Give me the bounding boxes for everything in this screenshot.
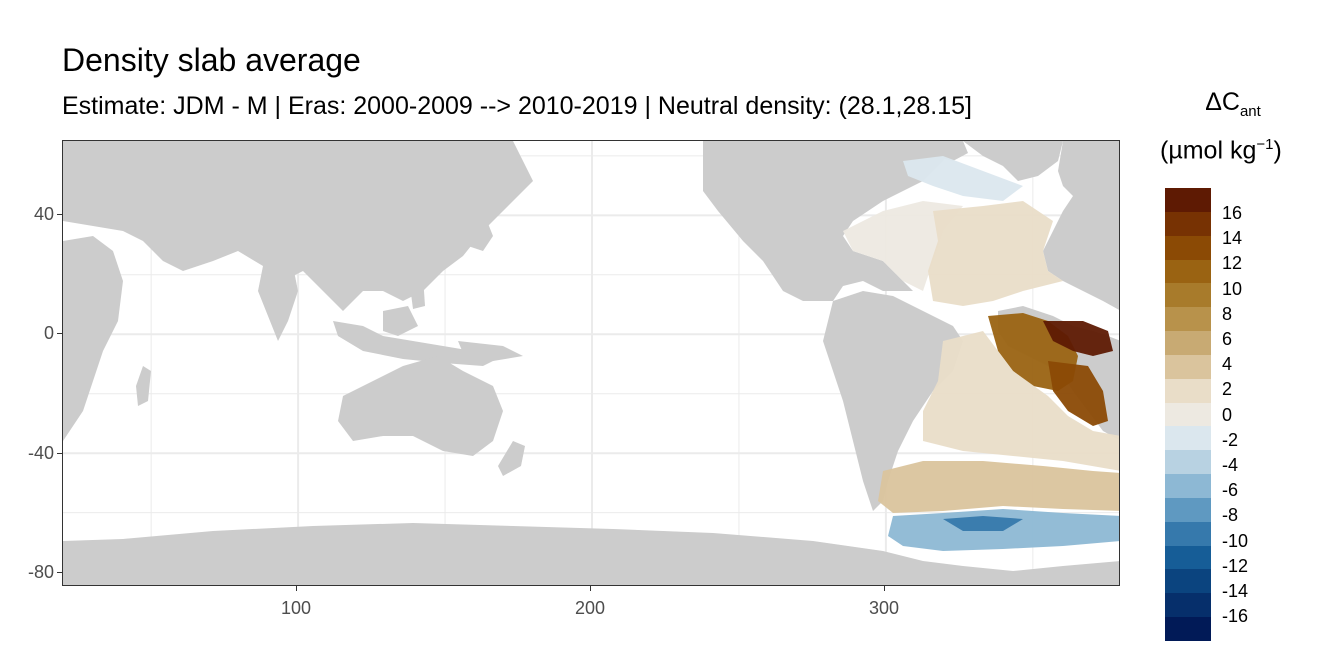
y-tick-label: 40 [33,204,54,224]
legend-label: -12 [1222,555,1249,576]
color-bar-segment [1165,235,1211,260]
map-svg [63,141,1119,585]
x-tick-label: 300 [868,598,900,618]
color-bar [1165,188,1211,642]
color-bar-segment [1165,474,1211,499]
legend-label: 2 [1222,379,1233,400]
legend-label: -10 [1222,530,1249,551]
land-australia [338,356,503,456]
chart-title: Density slab average [62,42,361,78]
region-weddell-deep [943,516,1023,531]
region-gulf-of-guinea [1043,321,1113,356]
legend-label: -2 [1222,429,1239,450]
legend-label: -16 [1222,606,1249,627]
legend-title: ΔCant [1205,88,1261,120]
region-subpolar-north-atlantic [903,156,1023,201]
color-bar-segment [1165,188,1211,213]
x-tick-mark [590,586,591,591]
color-bar-segment [1165,497,1211,523]
atlantic-data-field [843,156,1119,551]
land-europe [1043,141,1119,310]
land-east-africa [63,236,123,441]
x-tick-mark [884,586,885,591]
land-new-guinea [458,341,523,361]
land-greenland [963,141,1063,181]
land-borneo [383,306,418,336]
region-south-atlantic-east [1048,361,1108,426]
land-madagascar [136,366,151,406]
color-bar-segment [1165,617,1211,642]
x-tick-label: 200 [574,598,606,618]
land-south-america [823,291,963,511]
color-bar-segment [1165,545,1211,570]
x-tick-label: 100 [280,598,312,618]
color-bar-segment [1165,307,1211,332]
region-western-north-atlantic [843,201,963,291]
map-panel [62,140,1120,586]
x-tick-mark [296,586,297,591]
y-tick-mark [57,572,62,573]
legend-label: 8 [1222,303,1233,324]
color-bar-segment [1165,378,1211,404]
legend-units: (µmol kg−1) [1160,136,1282,165]
legend-label: 10 [1222,278,1243,299]
land-arctic-islands [923,141,968,161]
land-asia [63,141,533,311]
y-tick-mark [57,453,62,454]
y-tick-label: -40 [27,443,54,463]
land-new-zealand [498,441,525,476]
land-north-america [703,141,953,301]
color-bar-segment [1165,569,1211,594]
legend-label: 16 [1222,203,1243,223]
legend-label: -14 [1222,581,1249,601]
color-bar-segment [1165,354,1211,380]
region-southern-ocean-atlantic [878,461,1119,513]
legend-label: -6 [1222,480,1239,501]
color-bar-segment [1165,259,1211,284]
region-eastern-north-atlantic [928,201,1063,306]
legend-label: -4 [1222,455,1239,475]
legend-label: 6 [1222,329,1233,349]
land-philippines [408,271,425,309]
land-indonesia [333,321,503,366]
color-bar-segment [1165,521,1211,547]
legend-label: 4 [1222,354,1233,375]
legend-label: 0 [1222,404,1233,425]
color-bar-segment [1165,211,1211,237]
color-bar-segment [1165,450,1211,475]
land-antarctica [63,523,1119,585]
land-japan [468,211,493,251]
y-tick-label: -80 [27,562,54,582]
legend-label: 12 [1222,253,1243,274]
land-india [258,266,298,341]
y-tick-mark [57,333,62,334]
color-bar-segment [1165,402,1211,427]
color-bar-segment [1165,331,1211,356]
chart-subtitle: Estimate: JDM - M | Eras: 2000-2009 --> … [62,92,972,120]
color-bar-segment [1165,283,1211,308]
legend-label: -8 [1222,505,1239,526]
color-bar-segment [1165,593,1211,618]
region-south-atlantic-west [923,331,1119,471]
y-tick-mark [57,214,62,215]
legend-label: 14 [1222,228,1243,249]
y-tick-label: 0 [43,323,54,343]
color-bar-segment [1165,426,1211,451]
